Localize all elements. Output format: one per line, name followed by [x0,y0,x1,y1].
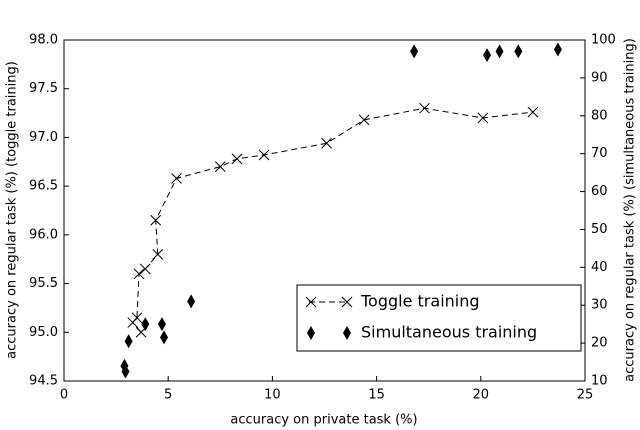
x-marker [139,263,151,275]
y2-tick-label: 10 [591,374,608,389]
y-tick-label: 95.5 [29,276,58,291]
y2-tick-label: 30 [591,298,608,313]
diamond-marker [187,294,196,309]
legend-marker [341,296,353,308]
x-marker [358,114,370,126]
y-tick-label: 94.5 [29,374,58,389]
x-tick-label: 0 [60,388,68,403]
diamond-marker [121,364,130,379]
legend-label: Toggle training [360,292,480,311]
x-marker [231,153,243,165]
y2-tick-label: 100 [591,33,616,48]
diamond-marker [120,358,129,373]
legend-label: Simultaneous training [361,323,537,342]
y-tick-label: 98.0 [29,33,58,48]
y2-tick-label: 50 [591,222,608,237]
diamond-marker [553,42,562,57]
x-marker [152,248,164,260]
legend-marker [305,296,317,308]
y-tick-label: 95.0 [29,325,58,340]
x-marker [150,214,162,226]
diamond-marker [157,317,166,332]
legend-box [296,284,582,352]
y-tick-label: 97.0 [29,130,58,145]
y-tick-label: 96.0 [29,227,58,242]
y2-tick-label: 20 [591,336,608,351]
diamond-marker [160,330,169,345]
diamond-marker [514,44,523,59]
y-tick-label: 97.5 [29,81,58,96]
y2-axis-label: accuracy on regular task (%) (simultaneo… [623,38,638,382]
x-tick-label: 15 [368,388,385,403]
x-marker [527,106,539,118]
x-marker [419,102,430,114]
legend-marker [343,326,351,340]
x-tick-label: 25 [577,388,594,403]
x-marker [477,112,489,124]
x-tick-label: 20 [473,388,490,403]
y2-tick-label: 80 [591,108,608,123]
series-line [132,107,533,333]
y-axis-label: accuracy on regular task (%) (toggle tra… [5,61,20,359]
y-tick-label: 96.5 [29,179,58,194]
x-marker [171,172,182,184]
x-axis-label: accuracy on private task (%) [230,413,417,428]
diamond-marker [483,48,492,63]
x-marker [131,312,143,324]
diamond-marker [410,44,419,59]
plot-frame [63,39,586,382]
diamond-marker [141,317,150,332]
y2-tick-label: 40 [591,260,608,275]
x-marker [321,137,332,149]
x-marker [133,268,145,280]
y2-tick-label: 70 [591,146,608,161]
legend-marker [307,326,315,340]
diamond-marker [124,334,133,349]
diamond-marker [495,44,504,59]
x-marker [214,161,226,173]
y2-tick-label: 60 [591,184,608,199]
y2-tick-label: 90 [591,70,608,85]
x-marker [258,149,270,161]
x-tick-label: 10 [264,388,281,403]
x-tick-label: 5 [164,388,172,403]
